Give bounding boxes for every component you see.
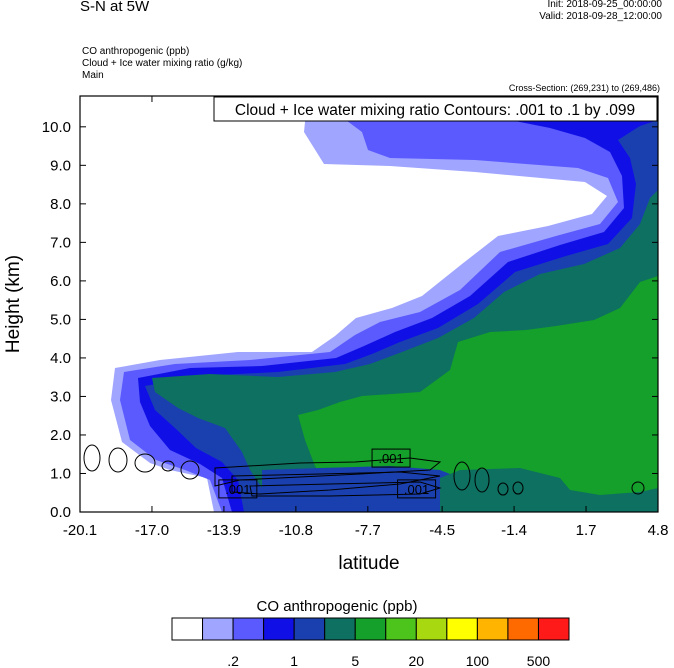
contour-info-text: Cloud + Ice water mixing ratio Contours:…: [235, 102, 635, 119]
field-label-main: Main: [82, 70, 104, 81]
x-tick-label: 4.8: [648, 522, 669, 539]
colorbar-swatch: [232, 617, 265, 641]
cloud-contour-band: [231, 471, 441, 495]
x-axis-label: latitude: [338, 553, 399, 574]
valid-time: Valid: 2018-09-28_12:00:00: [539, 11, 662, 22]
co-filled-contours: [80, 96, 658, 512]
contour-label-box: [371, 448, 411, 468]
page-title: S-N at 5W: [80, 0, 150, 15]
x-tick-label: -10.8: [279, 522, 313, 539]
contour-info-frame: [213, 96, 658, 122]
colorbar-tick-label: .2: [227, 653, 239, 668]
contour-label: .001: [404, 482, 429, 497]
colorbar-swatch: [202, 617, 234, 641]
colorbar-swatch: [476, 617, 509, 641]
y-tick-label: 0.0: [50, 504, 71, 521]
y-tick-label: 6.0: [50, 273, 71, 290]
colorbar-swatch: [385, 617, 417, 641]
cloud-blob: [83, 444, 101, 472]
y-axis: 0.0 1.0 2.0 3.0 4.0 5.0 6.0 7.0 8.0 9.0 10.0: [42, 119, 658, 521]
colorbar-tick-label: 1: [290, 653, 298, 668]
cloud-blob: [512, 481, 524, 495]
cloud-contour-band: [249, 481, 442, 497]
colorbar-title: CO anthropogenic (ppb): [256, 598, 418, 615]
plot-frame: [79, 95, 659, 513]
contour-label: .001: [225, 482, 250, 497]
colorbar-swatch: [446, 617, 478, 641]
colorbar-swatch: [507, 617, 539, 641]
x-tick-label: -7.7: [355, 522, 381, 539]
colorbar-swatch: [537, 617, 570, 641]
y-tick-label: 1.0: [50, 465, 71, 482]
colorbar-swatch: [263, 617, 295, 641]
colorbar-swatch: [293, 617, 326, 641]
co-band-low-green: [440, 468, 658, 512]
cross-section-label: Cross-Section: (269,231) to (269,486): [508, 83, 660, 93]
colorbar-tick-label: 20: [409, 653, 425, 668]
colorbar-swatch: [324, 617, 356, 641]
cloud-blob: [474, 467, 490, 493]
cloud-blob: [161, 460, 175, 472]
y-tick-label: 5.0: [50, 311, 71, 328]
y-tick-label: 7.0: [50, 234, 71, 251]
colorbar-swatch: [354, 617, 387, 641]
x-tick-label: -4.5: [429, 522, 455, 539]
co-region-500: [298, 276, 658, 512]
cloud-blob: [497, 482, 509, 496]
y-tick-label: 2.0: [50, 427, 71, 444]
x-tick-label: 1.7: [576, 522, 597, 539]
y-tick-label: 4.0: [50, 350, 71, 367]
cloud-blob: [631, 481, 645, 495]
colorbar-tick-label: 500: [527, 653, 551, 668]
colorbar-swatch: [171, 617, 204, 641]
x-tick-label: -20.1: [63, 522, 97, 539]
x-tick-label: -13.9: [207, 522, 241, 539]
x-tick-label: -1.4: [501, 522, 527, 539]
cloud-blob: [453, 461, 471, 491]
cloud-blob: [134, 453, 156, 473]
colorbar-tick-label: 5: [351, 653, 359, 668]
co-band-low-dark: [262, 466, 462, 512]
init-time: Init: 2018-09-25_00:00:00: [547, 0, 662, 10]
contour-label-box: [397, 479, 437, 499]
field-label-co: CO anthropogenic (ppb): [82, 46, 190, 57]
x-axis: -20.1 -17.0 -13.9 -10.8 -7.7 -4.5 -1.4 1.7 4.8: [63, 96, 669, 539]
colorbar-swatch: [415, 617, 448, 641]
colorbar-tick-label: 100: [466, 653, 490, 668]
field-label-cloud: Cloud + Ice water mixing ratio (g/kg): [82, 58, 243, 69]
cloud-blob: [180, 460, 200, 480]
x-tick-label: -17.0: [135, 522, 169, 539]
contour-label: .001: [378, 451, 403, 466]
contour-label-box: [218, 479, 258, 499]
y-tick-label: 10.0: [42, 119, 71, 136]
colorbar: .2 1 5 20 100 500: [171, 617, 570, 668]
y-tick-label: 3.0: [50, 388, 71, 405]
y-tick-label: 8.0: [50, 196, 71, 213]
cloud-blob: [108, 447, 128, 473]
y-tick-label: 9.0: [50, 157, 71, 174]
cloud-contours: [83, 444, 645, 497]
contour-labels: .001 .001 .001: [218, 448, 437, 499]
y-axis-label: Height (km): [3, 255, 24, 353]
contour-info-box: Cloud + Ice water mixing ratio Contours:…: [213, 96, 658, 122]
